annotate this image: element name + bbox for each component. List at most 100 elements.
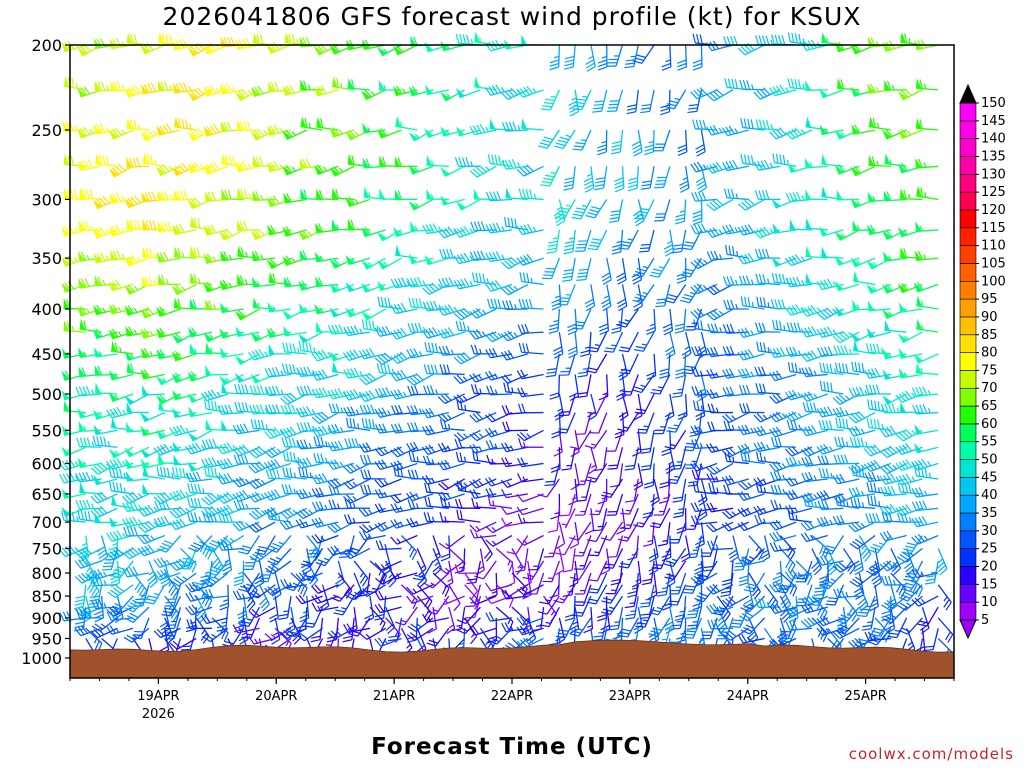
wind-barb	[663, 229, 675, 257]
wind-barb	[264, 627, 292, 641]
wind-barb	[88, 584, 103, 609]
wind-barb	[606, 493, 624, 516]
wind-barb	[485, 251, 513, 263]
wind-barb	[426, 627, 450, 647]
wind-barb	[203, 224, 229, 236]
chart-title: 2026041806 GFS forecast wind profile (kt…	[162, 2, 862, 31]
wind-barb	[267, 535, 292, 553]
wind-barb	[667, 463, 687, 485]
wind-barb	[122, 566, 150, 578]
wind-barb	[706, 521, 734, 533]
wind-barb	[737, 491, 765, 501]
wind-barb	[801, 471, 828, 483]
wind-barb	[738, 275, 765, 286]
wind-barb	[832, 515, 860, 526]
wind-barb	[644, 129, 655, 156]
y-tick-label: 950	[31, 629, 62, 648]
wind-barb	[692, 119, 718, 131]
credit-link[interactable]: coolwx.com/models	[848, 745, 1014, 763]
wind-barb	[456, 399, 481, 414]
wind-barb	[705, 603, 734, 615]
wind-barb	[805, 217, 828, 231]
wind-barb	[706, 308, 734, 321]
wind-barb	[682, 353, 703, 375]
colorbar-segment	[959, 191, 977, 211]
wind-barb	[329, 165, 355, 177]
wind-barb	[329, 127, 355, 138]
wind-barb	[740, 617, 766, 635]
wind-barb	[916, 185, 939, 201]
wind-barb	[345, 282, 371, 293]
wind-barb	[258, 584, 270, 612]
wind-barb	[518, 342, 544, 355]
wind-barb	[375, 423, 402, 434]
wind-barb	[421, 475, 450, 485]
wind-barb	[361, 282, 386, 293]
wind-barb	[315, 276, 339, 288]
wind-barb	[203, 466, 228, 480]
wind-barb	[63, 154, 86, 167]
wind-barb	[911, 386, 939, 398]
wind-barb	[202, 572, 229, 588]
wind-barb	[639, 229, 655, 253]
wind-barb	[265, 560, 292, 575]
wind-barb	[737, 368, 765, 379]
wind-barb	[739, 79, 765, 91]
wind-barb	[675, 199, 687, 225]
wind-barb	[554, 199, 576, 220]
wind-barb	[737, 327, 765, 339]
wind-barb	[632, 257, 655, 278]
wind-barb	[557, 284, 576, 306]
wind-barb	[108, 127, 134, 140]
wind-barb	[361, 226, 386, 238]
wind-barb	[406, 627, 434, 641]
wind-barb	[504, 216, 528, 231]
wind-barb	[173, 454, 197, 466]
wind-barb	[770, 470, 797, 482]
wind-barb	[676, 258, 687, 284]
wind-barb	[106, 625, 134, 635]
wind-barb	[519, 272, 544, 286]
wind-barb	[156, 429, 181, 440]
wind-barb	[691, 439, 718, 449]
wind-barb	[313, 453, 339, 465]
wind-barb	[916, 295, 939, 310]
wind-barb	[500, 506, 528, 516]
wind-barb	[882, 606, 908, 624]
wind-barb	[753, 87, 781, 100]
wind-barb	[374, 459, 402, 471]
wind-barb	[567, 308, 578, 336]
wind-barb	[646, 353, 657, 380]
wind-barb	[818, 419, 844, 431]
wind-barb	[311, 534, 339, 544]
wind-barb	[295, 518, 323, 529]
y-tick-label: 250	[31, 121, 62, 140]
wind-barb	[401, 584, 418, 609]
wind-barb	[722, 323, 749, 334]
wind-barb	[723, 420, 749, 431]
x-tick-label: 19APR	[137, 689, 179, 704]
wind-barb	[485, 331, 513, 343]
wind-barb	[264, 366, 292, 378]
wind-barb	[648, 535, 659, 563]
wind-barb	[205, 299, 228, 311]
wind-barb	[834, 255, 860, 266]
wind-barb	[611, 229, 624, 255]
wind-barb	[667, 584, 687, 606]
wind-barb	[506, 535, 529, 555]
colorbar-top-arrow	[959, 83, 977, 104]
wind-barb	[343, 462, 371, 474]
wind-barb	[721, 521, 750, 532]
wind-barb	[300, 116, 323, 131]
wind-barb	[124, 595, 150, 613]
wind-barb	[298, 331, 323, 344]
x-tick-label: 22APR	[491, 689, 533, 704]
wind-barb	[608, 607, 624, 631]
wind-barb	[551, 412, 562, 439]
wind-barb	[437, 491, 465, 502]
wind-barb	[377, 257, 402, 270]
colorbar-segment	[959, 334, 977, 353]
wind-barb	[437, 327, 465, 339]
wind-barb	[329, 307, 355, 318]
wind-barb	[174, 246, 197, 259]
